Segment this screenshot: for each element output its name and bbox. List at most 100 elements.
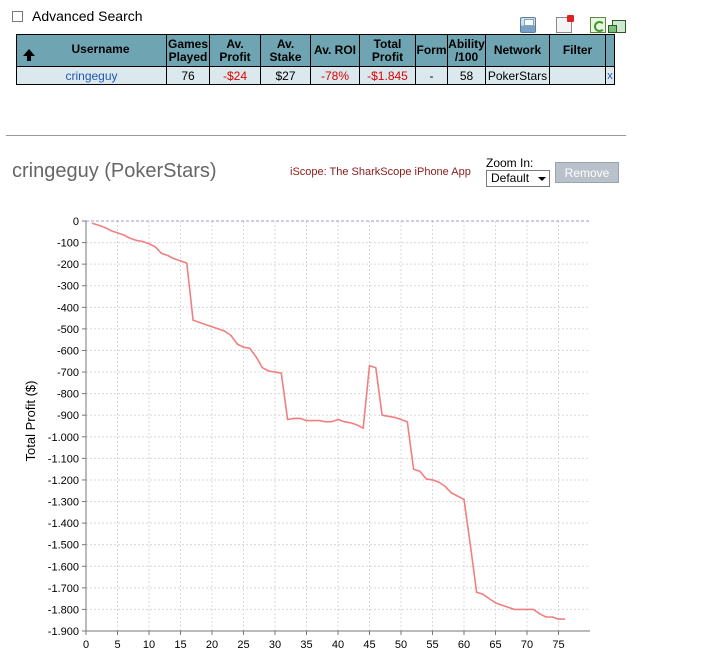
data-point — [425, 478, 428, 480]
data-point — [387, 415, 390, 418]
data-point — [123, 234, 125, 236]
close-window-icon[interactable] — [556, 15, 574, 33]
cell-ability: 58 — [447, 66, 486, 85]
username-link[interactable]: cringeguy — [16, 66, 167, 85]
advanced-search-label[interactable]: Advanced Search — [32, 8, 143, 24]
save-icon[interactable] — [520, 17, 536, 33]
data-point — [349, 421, 352, 424]
header-games-played[interactable]: Games Played — [166, 34, 210, 67]
data-point — [463, 498, 465, 501]
header-ability[interactable]: Ability /100 — [447, 34, 486, 67]
cell-av-profit: -$24 — [209, 66, 261, 85]
header-filter[interactable]: Filter — [549, 34, 606, 67]
data-point — [337, 418, 339, 421]
data-point — [204, 323, 207, 326]
cell-form: - — [415, 66, 448, 85]
header-av-stake[interactable]: Av. Stake — [260, 34, 311, 67]
data-point — [91, 222, 94, 224]
header-av-roi[interactable]: Av. ROI — [310, 34, 360, 67]
data-point — [532, 608, 535, 611]
x-tick-label: 70 — [521, 639, 533, 650]
data-point — [482, 593, 484, 596]
y-axis-label: Total Profit ($) — [23, 381, 38, 462]
y-tick-label: -500 — [57, 324, 79, 336]
advanced-search-checkbox[interactable] — [12, 10, 23, 22]
zoom-select[interactable]: Default — [486, 170, 550, 187]
x-tick-label: 60 — [458, 639, 470, 650]
data-point — [274, 371, 276, 373]
y-tick-label: -1.900 — [48, 626, 79, 638]
header-username[interactable]: Username — [16, 34, 167, 67]
data-point — [431, 479, 434, 481]
section-divider — [6, 135, 626, 136]
x-tick-label: 65 — [489, 639, 501, 650]
x-tick-label: 10 — [143, 639, 155, 650]
chart-ticks: 0 -100 -200 -300 -400 -500 -600 -700 -800 -900 -1.… — [48, 216, 565, 650]
data-point — [261, 366, 264, 369]
data-point — [280, 372, 283, 374]
data-point — [469, 543, 472, 546]
y-tick-label: -300 — [57, 281, 79, 293]
header-network[interactable]: Network — [485, 34, 550, 67]
data-point — [381, 414, 383, 417]
data-point — [557, 618, 560, 620]
data-point — [488, 597, 491, 600]
data-point — [356, 424, 358, 426]
data-point — [186, 262, 188, 264]
header-form[interactable]: Form — [415, 34, 448, 67]
data-point — [305, 419, 308, 422]
data-point — [507, 606, 509, 609]
y-tick-label: -700 — [57, 367, 79, 379]
y-tick-label: -1.800 — [48, 604, 79, 616]
cell-total-profit: -$1.845 — [359, 66, 416, 85]
data-point — [267, 370, 270, 372]
cell-games-played: 76 — [166, 66, 210, 85]
data-point — [255, 356, 257, 358]
y-tick-label: -1.700 — [48, 583, 79, 595]
data-point — [564, 618, 566, 620]
x-tick-label: 5 — [114, 639, 120, 650]
y-tick-label: -900 — [57, 410, 79, 422]
y-tick-label: -600 — [57, 345, 79, 357]
data-point — [324, 420, 327, 423]
header-total-profit[interactable]: Total Profit — [359, 34, 416, 67]
data-point — [444, 485, 446, 488]
data-point — [293, 417, 295, 420]
y-tick-label: -1.100 — [48, 453, 79, 465]
data-point — [179, 260, 182, 262]
data-point — [230, 334, 232, 337]
iscope-promo-link[interactable]: iScope: The SharkScope iPhone App — [290, 166, 471, 178]
header-remove — [605, 34, 615, 67]
y-tick-label: -800 — [57, 389, 79, 401]
data-point — [368, 364, 371, 367]
remove-row-link[interactable]: x — [605, 66, 615, 85]
x-tick-label: 75 — [552, 639, 564, 650]
popout-icon[interactable] — [608, 20, 626, 33]
data-point — [406, 420, 409, 423]
cell-network: PokerStars — [485, 66, 550, 85]
data-point — [501, 604, 503, 606]
data-point — [513, 608, 516, 611]
data-point — [97, 224, 100, 227]
data-point — [141, 240, 144, 243]
y-tick-label: -400 — [57, 302, 79, 314]
sort-arrow-icon[interactable] — [23, 49, 35, 61]
y-tick-label: -100 — [57, 238, 79, 250]
remove-button[interactable]: Remove — [555, 162, 619, 183]
data-point — [160, 252, 163, 255]
data-point — [236, 343, 238, 345]
data-point — [412, 468, 415, 470]
data-point — [110, 229, 112, 232]
header-av-profit[interactable]: Av. Profit — [209, 34, 261, 67]
y-tick-label: -1.300 — [48, 497, 79, 509]
data-point — [299, 417, 302, 420]
x-tick-label: 15 — [174, 639, 186, 650]
refresh-icon[interactable] — [590, 17, 606, 33]
advanced-search-toggle[interactable]: Advanced Search — [12, 8, 143, 24]
data-point — [312, 419, 314, 422]
data-point — [450, 492, 453, 494]
y-tick-label: 0 — [73, 216, 79, 228]
results-table: Username Games Played Av. Profit Av. Sta… — [16, 34, 615, 85]
data-point — [286, 418, 289, 421]
cell-filter[interactable] — [549, 66, 606, 85]
